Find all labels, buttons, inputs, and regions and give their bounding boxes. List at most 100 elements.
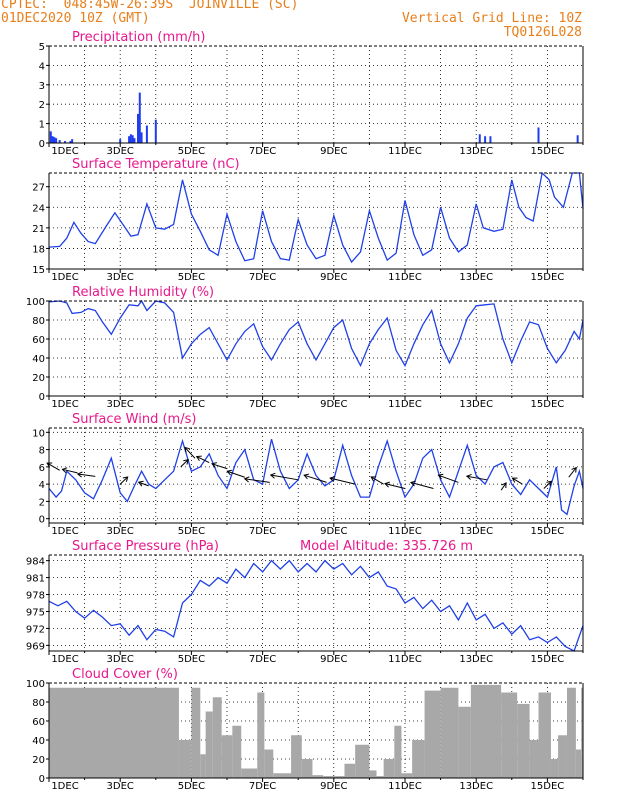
precip-bar xyxy=(489,136,492,143)
wind-vector xyxy=(211,463,228,470)
cloud-cover-bar xyxy=(291,735,302,778)
x-tick-label: 5DEC xyxy=(178,526,205,537)
x-tick-label: 9DEC xyxy=(320,399,347,410)
x-tick-label: 13DEC xyxy=(459,272,493,283)
panel-1: 0 1 2 3 4 5 1DEC 3DEC 5DEC 7DEC 9DEC 11DEC 13DEC 15DE… xyxy=(39,30,584,157)
y-tick-label: 15 xyxy=(32,265,45,276)
precip-bar xyxy=(478,134,481,143)
x-tick-label: 3DEC xyxy=(107,526,134,537)
series-line xyxy=(48,438,584,516)
wind-arrowhead xyxy=(370,476,377,482)
wind-vector xyxy=(119,476,129,485)
precip-bar xyxy=(140,132,143,143)
panel-6: 0 20 40 60 80 100 1DEC 3DEC 5DEC 7DEC 9DEC 11DEC 13D… xyxy=(26,667,584,792)
x-tick-label: 9DEC xyxy=(320,272,347,283)
wind-arrowhead xyxy=(122,476,129,482)
cloud-cover-bar xyxy=(440,687,459,778)
grid-note: Vertical Grid Line: 10Z xyxy=(401,11,582,26)
wind-vector xyxy=(543,480,552,489)
y-tick-label: 0 xyxy=(39,392,45,403)
precip-bar xyxy=(51,136,54,143)
precip-bar xyxy=(55,138,58,143)
wind-arrowhead xyxy=(465,473,472,480)
y-tick-label: 978 xyxy=(26,591,45,602)
y-tick-label: 8 xyxy=(39,446,45,457)
y-tick-label: 10 xyxy=(32,428,45,439)
wind-vector xyxy=(568,467,577,478)
y-tick-label: 20 xyxy=(32,755,45,766)
precip-bar xyxy=(138,92,141,143)
wind-arrowhead xyxy=(501,482,507,489)
wind-arrowhead xyxy=(437,473,444,480)
x-tick-label: 11DEC xyxy=(388,781,422,792)
cloud-cover-bar xyxy=(383,759,395,778)
cloud-cover-bar xyxy=(575,749,582,778)
panel-title: Surface Temperature (nC) xyxy=(72,157,240,172)
y-tick-label: 4 xyxy=(39,480,45,491)
x-tick-label: 11DEC xyxy=(388,654,422,665)
x-tick-label: 3DEC xyxy=(107,781,134,792)
y-tick-label: 100 xyxy=(26,297,45,308)
x-tick-label: 11DEC xyxy=(388,399,422,410)
cloud-cover-bar xyxy=(323,776,345,778)
x-tick-label: 7DEC xyxy=(249,146,276,157)
x-tick-label: 15DEC xyxy=(531,272,565,283)
wind-arrowhead xyxy=(303,473,310,480)
x-tick-label: 11DEC xyxy=(388,272,422,283)
precip-bar xyxy=(145,125,148,143)
wind-vector xyxy=(270,474,299,481)
x-tick-label: 1DEC xyxy=(51,399,78,410)
cloud-cover-bar xyxy=(200,754,206,778)
x-tick-label: 1DEC xyxy=(51,654,78,665)
precip-bar xyxy=(154,119,157,143)
wind-arrowhead xyxy=(211,462,217,468)
cloud-cover-bar xyxy=(369,770,377,778)
wind-arrowhead xyxy=(546,480,553,487)
wind-arrowhead xyxy=(183,458,189,465)
y-tick-label: 21 xyxy=(32,224,45,235)
precip-bar xyxy=(58,140,61,143)
wind-vector xyxy=(466,475,487,481)
panel-title: Precipitation (mm/h) xyxy=(72,30,205,45)
x-tick-label: 5DEC xyxy=(178,781,205,792)
precip-bar xyxy=(64,141,67,143)
y-tick-label: 24 xyxy=(32,203,45,214)
cloud-cover-bar xyxy=(355,744,370,778)
cloud-cover-bar xyxy=(538,692,551,778)
wind-arrowhead xyxy=(184,446,190,453)
precip-bar xyxy=(133,138,136,143)
wind-arrowhead xyxy=(329,476,336,482)
cloud-cover-bar xyxy=(566,687,576,778)
panel-4: 0 2 4 6 8 10 1DEC 3DEC 5DEC 7DEC 9DEC 11DEC 13DEC 15D… xyxy=(32,412,584,537)
wind-arrowhead xyxy=(137,480,144,487)
wind-vector xyxy=(384,483,406,489)
wind-arrowhead xyxy=(61,467,68,474)
cloud-cover-bar xyxy=(529,740,539,778)
cloud-cover-bar xyxy=(558,735,567,778)
wind-vector xyxy=(512,477,523,485)
wind-vector xyxy=(180,459,189,468)
y-tick-label: 0 xyxy=(39,515,45,526)
x-tick-label: 9DEC xyxy=(320,146,347,157)
y-tick-label: 40 xyxy=(32,736,45,747)
cloud-cover-bar xyxy=(412,740,425,778)
series-line xyxy=(48,299,584,368)
cloud-cover-bar xyxy=(264,749,274,778)
wind-vector xyxy=(196,456,210,463)
cloud-cover-bar xyxy=(394,725,402,778)
panel-title: Relative Humidity (%) xyxy=(72,285,214,300)
x-tick-label: 5DEC xyxy=(178,272,205,283)
y-tick-label: 40 xyxy=(32,354,45,365)
y-tick-label: 0 xyxy=(39,774,45,785)
wind-arrowhead xyxy=(243,476,250,483)
y-tick-label: 5 xyxy=(39,42,45,53)
precip-bar xyxy=(69,141,72,143)
cloud-cover-bar xyxy=(424,690,441,778)
x-tick-label: 13DEC xyxy=(459,399,493,410)
x-tick-label: 15DEC xyxy=(531,526,565,537)
y-tick-label: 0 xyxy=(39,139,45,150)
y-tick-label: 969 xyxy=(26,641,45,652)
precip-bar xyxy=(49,131,52,143)
x-tick-label: 5DEC xyxy=(178,654,205,665)
